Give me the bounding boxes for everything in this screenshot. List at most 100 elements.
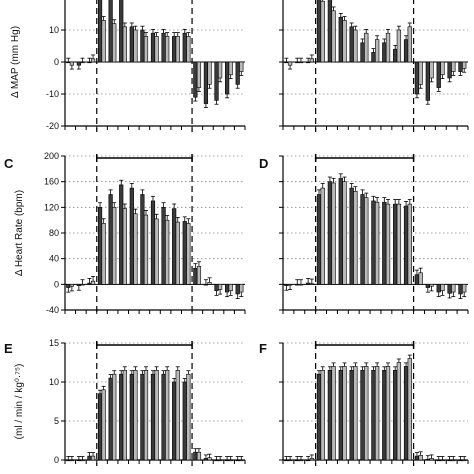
data-bar	[129, 26, 134, 63]
data-bar	[186, 373, 191, 461]
data-bar	[66, 61, 71, 64]
data-bar	[407, 358, 412, 461]
data-bar	[161, 32, 166, 63]
data-bar	[150, 373, 156, 461]
data-bar	[76, 61, 81, 66]
data-bar	[360, 369, 365, 461]
data-bar	[203, 61, 209, 104]
data-bar	[382, 42, 387, 63]
data-bar	[87, 282, 92, 285]
y-tick-label: -20	[46, 121, 59, 131]
data-bar	[393, 203, 398, 285]
data-bar	[284, 459, 289, 462]
data-bar	[374, 201, 380, 285]
data-bar	[175, 221, 180, 285]
data-bar	[235, 459, 240, 462]
y-tick-label: 120	[44, 202, 59, 212]
data-bar	[140, 29, 145, 63]
panel-label: F	[259, 341, 267, 356]
y-tick-label: 10	[49, 25, 59, 35]
data-bar	[353, 29, 358, 63]
data-bar	[87, 455, 92, 461]
data-bar	[161, 207, 166, 285]
data-bar	[327, 369, 333, 461]
data-bar	[101, 389, 106, 461]
data-bar	[309, 283, 314, 285]
data-bar	[451, 459, 456, 462]
data-bar	[225, 459, 230, 462]
data-bar	[80, 284, 85, 286]
data-bar	[225, 61, 230, 95]
data-bar	[374, 366, 380, 461]
data-bar	[425, 284, 430, 288]
data-bar	[214, 459, 219, 462]
data-bar	[403, 205, 409, 285]
data-bar	[364, 366, 369, 461]
data-bar	[425, 61, 430, 101]
data-bar	[298, 284, 304, 286]
data-bar	[287, 61, 293, 66]
data-bar	[396, 203, 402, 285]
data-bar	[403, 39, 409, 63]
data-bar	[425, 458, 430, 461]
data-bar	[458, 284, 463, 295]
data-bar	[182, 381, 187, 461]
data-bar	[161, 373, 166, 461]
data-bar	[196, 451, 202, 461]
data-bar	[309, 58, 314, 63]
data-bar	[371, 52, 376, 63]
panel-label: C	[4, 156, 14, 171]
data-bar	[447, 459, 452, 462]
data-bar	[353, 366, 358, 461]
data-bar	[90, 280, 96, 285]
y-tick-label: 0	[54, 455, 59, 465]
y-axis-label: Δ Heart Rate (bpm)	[14, 190, 25, 276]
panel-f: F	[259, 341, 469, 466]
data-bar	[309, 458, 314, 461]
data-bar	[203, 458, 209, 461]
data-bar	[165, 369, 170, 461]
data-bar	[87, 61, 92, 64]
y-tick-label: 15	[49, 338, 59, 348]
data-bar	[122, 208, 127, 285]
data-bar	[393, 48, 398, 63]
y-tick-label: 80	[49, 228, 59, 238]
data-bar	[235, 61, 240, 85]
data-bar	[295, 61, 300, 64]
data-bar	[418, 272, 423, 285]
data-bar	[440, 61, 445, 76]
data-bar	[101, 20, 106, 63]
data-bar	[228, 61, 233, 76]
data-bar	[66, 459, 71, 462]
data-bar	[239, 61, 244, 72]
data-bar	[298, 61, 304, 64]
data-bar	[349, 26, 354, 63]
data-bar	[143, 369, 149, 461]
data-bar	[133, 29, 138, 63]
data-bar	[331, 366, 336, 461]
data-bar	[196, 266, 202, 285]
data-bar	[385, 32, 391, 63]
y-tick-label: -10	[46, 89, 59, 99]
data-bar	[429, 284, 434, 287]
data-bar	[338, 178, 343, 285]
data-bar	[186, 223, 191, 285]
data-bar	[305, 282, 311, 285]
data-bar	[342, 20, 347, 63]
data-bar	[108, 0, 113, 63]
data-bar	[349, 369, 354, 461]
data-bar	[436, 61, 441, 88]
data-bar	[374, 39, 380, 63]
data-bar	[316, 373, 322, 461]
data-bar	[119, 373, 124, 461]
data-bar	[140, 194, 145, 285]
data-bar	[418, 61, 423, 85]
data-bar	[214, 61, 219, 101]
data-bar	[193, 61, 198, 98]
data-bar	[407, 203, 412, 285]
data-bar	[349, 187, 354, 285]
data-bar	[225, 284, 230, 293]
data-bar	[440, 459, 445, 462]
data-bar	[122, 369, 127, 461]
data-bar	[316, 0, 322, 63]
